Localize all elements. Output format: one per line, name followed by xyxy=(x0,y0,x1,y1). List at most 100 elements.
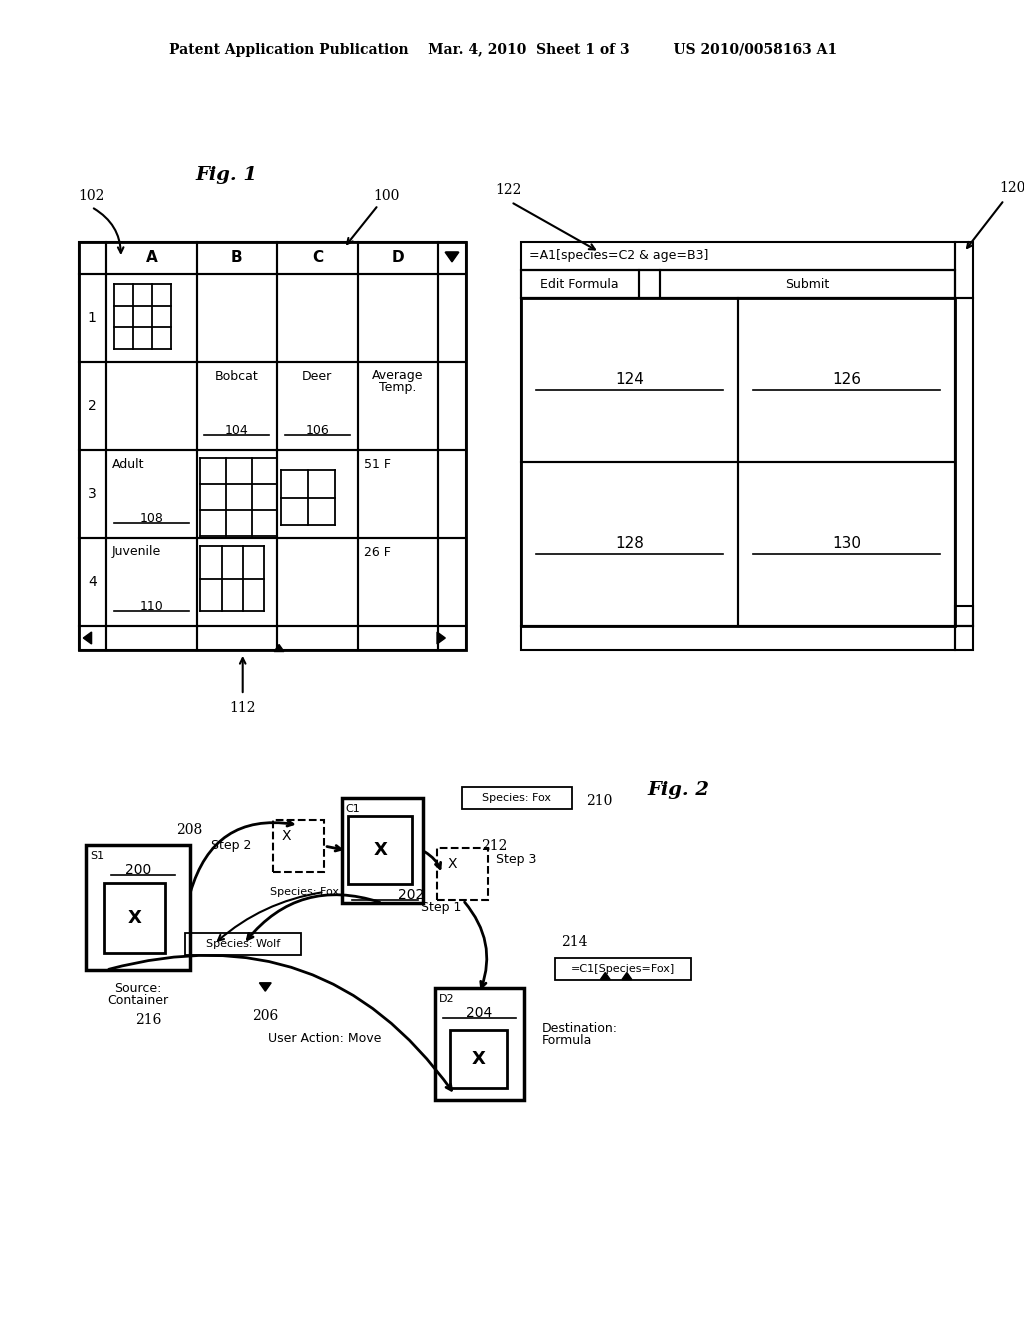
Polygon shape xyxy=(259,983,271,991)
Bar xyxy=(357,450,438,539)
Text: D2: D2 xyxy=(439,994,455,1005)
Bar xyxy=(79,275,106,362)
Bar xyxy=(106,539,197,626)
Text: Deer: Deer xyxy=(302,370,333,383)
Text: Juvenile: Juvenile xyxy=(112,545,161,558)
Text: Container: Container xyxy=(108,994,169,1007)
Bar xyxy=(955,626,973,649)
Bar xyxy=(438,450,466,539)
Text: 100: 100 xyxy=(373,189,399,203)
Bar xyxy=(462,787,571,809)
Text: Species: Wolf: Species: Wolf xyxy=(206,939,280,949)
Text: S1: S1 xyxy=(90,851,104,861)
Polygon shape xyxy=(622,973,632,979)
Text: User Action: Move: User Action: Move xyxy=(267,1031,381,1044)
Bar xyxy=(197,242,278,275)
Bar xyxy=(639,271,660,298)
Bar xyxy=(197,626,278,649)
Text: 4: 4 xyxy=(88,576,96,589)
Text: 51 F: 51 F xyxy=(364,458,390,470)
Bar xyxy=(521,626,955,649)
Bar xyxy=(278,242,357,275)
Text: 106: 106 xyxy=(305,424,330,437)
Bar xyxy=(79,242,106,275)
Bar xyxy=(106,242,197,275)
Bar xyxy=(437,847,488,900)
Bar xyxy=(357,275,438,362)
Text: Average: Average xyxy=(372,370,424,383)
Text: C1: C1 xyxy=(346,804,360,814)
Bar xyxy=(521,462,738,626)
Polygon shape xyxy=(446,252,458,260)
Text: Temp.: Temp. xyxy=(379,381,417,395)
Bar xyxy=(273,820,325,873)
Text: Formula: Formula xyxy=(542,1035,592,1048)
Text: Species: Fox: Species: Fox xyxy=(270,887,339,898)
Bar xyxy=(104,883,165,953)
Text: 124: 124 xyxy=(614,372,644,388)
Bar xyxy=(342,799,423,903)
Bar xyxy=(79,539,106,626)
Text: Step 2: Step 2 xyxy=(211,838,252,851)
Text: =C1[Species=Fox]: =C1[Species=Fox] xyxy=(570,964,675,974)
Text: C: C xyxy=(312,251,323,265)
Bar xyxy=(521,298,955,626)
Text: Edit Formula: Edit Formula xyxy=(541,277,620,290)
Text: Adult: Adult xyxy=(112,458,144,470)
Polygon shape xyxy=(445,252,459,261)
Bar xyxy=(521,271,639,298)
Text: X: X xyxy=(374,841,387,859)
Text: 128: 128 xyxy=(614,536,644,552)
Bar xyxy=(521,242,955,271)
Bar xyxy=(521,298,738,462)
Text: 122: 122 xyxy=(496,183,522,197)
Text: 126: 126 xyxy=(831,372,861,388)
Text: 208: 208 xyxy=(176,822,203,837)
Text: 3: 3 xyxy=(88,487,96,502)
Text: 204: 204 xyxy=(466,1006,493,1020)
Bar xyxy=(79,242,466,649)
Bar xyxy=(438,275,466,362)
Bar xyxy=(435,987,523,1100)
Text: 200: 200 xyxy=(125,863,152,876)
Text: 102: 102 xyxy=(78,189,104,203)
Text: 112: 112 xyxy=(229,701,256,715)
Bar xyxy=(278,626,357,649)
Text: =A1[species=C2 & age=B3]: =A1[species=C2 & age=B3] xyxy=(528,249,708,263)
Bar xyxy=(521,271,955,298)
Bar xyxy=(738,462,955,626)
Text: 26 F: 26 F xyxy=(364,545,390,558)
Bar xyxy=(278,275,357,362)
Text: Patent Application Publication    Mar. 4, 2010  Sheet 1 of 3         US 2010/005: Patent Application Publication Mar. 4, 2… xyxy=(169,44,838,57)
Polygon shape xyxy=(274,644,284,652)
Text: A: A xyxy=(145,251,158,265)
Bar xyxy=(106,626,197,649)
Text: Submit: Submit xyxy=(785,277,829,290)
Bar xyxy=(79,450,106,539)
Bar xyxy=(278,362,357,450)
Bar xyxy=(955,242,973,298)
Text: Step 3: Step 3 xyxy=(497,854,537,866)
Bar xyxy=(79,362,106,450)
Polygon shape xyxy=(600,973,610,979)
Text: 202: 202 xyxy=(397,888,424,902)
Polygon shape xyxy=(437,632,445,644)
Bar xyxy=(278,539,357,626)
Bar xyxy=(955,606,973,626)
Text: X: X xyxy=(282,829,291,843)
Bar xyxy=(184,933,301,954)
Bar xyxy=(348,816,412,884)
Bar xyxy=(106,450,197,539)
Bar xyxy=(450,1030,507,1088)
Bar xyxy=(438,626,466,649)
Bar xyxy=(197,275,278,362)
Text: Fig. 1: Fig. 1 xyxy=(195,166,257,183)
Text: 210: 210 xyxy=(586,795,612,808)
Text: 2: 2 xyxy=(88,399,96,413)
Text: 108: 108 xyxy=(139,511,163,524)
Bar xyxy=(357,626,438,649)
Bar xyxy=(197,362,278,450)
Text: 120: 120 xyxy=(998,181,1024,195)
Text: Step 1: Step 1 xyxy=(421,902,461,915)
Polygon shape xyxy=(83,632,91,644)
